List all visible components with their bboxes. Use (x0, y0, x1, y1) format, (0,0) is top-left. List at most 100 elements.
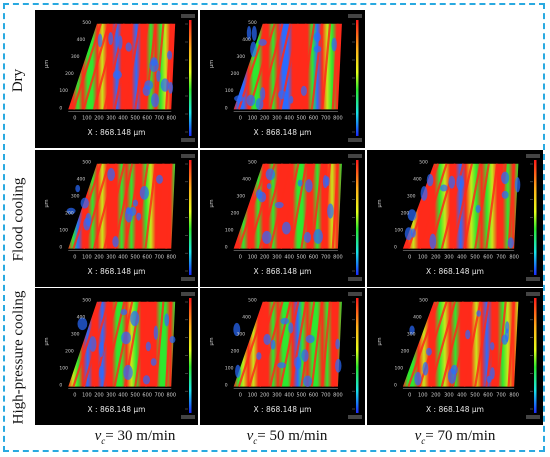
surface-valley (66, 207, 76, 215)
figure-frame (3, 3, 545, 452)
surface-valley (270, 339, 276, 350)
x-tick-label: 300 (272, 393, 282, 399)
surface-valley (156, 174, 164, 184)
x-tick-label: 300 (106, 115, 116, 121)
surface-valley (301, 349, 309, 362)
y-tick-label: 400 (77, 177, 86, 183)
x-tick-label: 100 (418, 255, 428, 261)
x-axis-caption: X : 868.148 µm (88, 267, 146, 276)
surface-ridge (300, 163, 316, 249)
color-scale-bar (189, 160, 192, 275)
y-tick-label: 0 (59, 245, 62, 251)
y-tick-label: 200 (231, 211, 240, 217)
surface-valley (125, 42, 132, 52)
surface-valley (313, 229, 323, 244)
x-tick-label: 800 (166, 115, 176, 121)
surface-ridge (103, 301, 126, 387)
x-tick-label: 400 (284, 393, 294, 399)
surface-panel: 0 100 200 300 400 500 600 700 800 0 100 200 300 400 50… (35, 10, 198, 148)
color-scale-max-box (181, 292, 195, 296)
surface-valley (294, 356, 302, 370)
color-scale-min-box (348, 277, 362, 281)
surface-ridge (474, 301, 490, 387)
color-scale-min-box (181, 415, 195, 419)
surface-ridge (237, 23, 268, 110)
x-tick-label: 200 (431, 393, 441, 399)
surface-valley (77, 317, 88, 331)
x-tick-label: 400 (457, 255, 467, 261)
x-tick-label: 300 (444, 393, 454, 399)
surface-valley (297, 179, 303, 187)
y-axis-unit: µm (44, 199, 50, 207)
color-scale-max-box (348, 292, 362, 296)
x-tick-label: 700 (496, 393, 506, 399)
y-tick-label: 0 (394, 245, 397, 251)
surface-valley (289, 95, 294, 104)
x-tick-label: 500 (130, 255, 140, 261)
surface-valley (265, 168, 276, 181)
x-axis-caption: X : 868.148 µm (88, 405, 146, 414)
x-tick-label: 400 (118, 393, 128, 399)
surface-valley (429, 233, 437, 250)
y-tick-label: 500 (82, 20, 91, 26)
surface-valley (277, 362, 287, 369)
cutting-speed-value: = 50 m/min (257, 428, 328, 444)
x-tick-label: 0 (239, 393, 242, 399)
surface-valley (514, 177, 521, 193)
surface-valley (83, 217, 91, 231)
surface-ridge (134, 163, 149, 249)
surface-valley (501, 190, 509, 199)
surface-valley (260, 87, 266, 101)
x-tick-label: 500 (470, 255, 480, 261)
x-tick-label: 800 (509, 393, 519, 399)
surface-valley (274, 201, 284, 209)
color-scale-bar (534, 298, 537, 413)
y-axis-unit: µm (377, 337, 383, 345)
x-tick-label: 600 (309, 255, 319, 261)
y-tick-label: 400 (242, 177, 251, 183)
color-scale-bar (189, 20, 192, 136)
color-scale-min-box (181, 277, 195, 281)
cutting-speed-symbol: v (246, 428, 254, 444)
surface-valley (145, 341, 151, 352)
surface-valley (112, 236, 119, 248)
x-tick-label: 500 (130, 393, 140, 399)
surface-ridge (440, 301, 465, 387)
color-scale-bar (534, 160, 537, 275)
y-tick-label: 100 (225, 366, 234, 372)
surface-ridge (113, 23, 134, 110)
x-tick-label: 300 (272, 255, 282, 261)
surface-valley (160, 78, 170, 92)
x-tick-label: 600 (142, 255, 152, 261)
surface-ridge (300, 301, 316, 387)
x-tick-label: 600 (309, 393, 319, 399)
surface-ridge (310, 301, 324, 387)
color-scale-bar (189, 298, 192, 413)
surface-valley (164, 313, 170, 327)
surface-panel: 0 100 200 300 400 500 600 700 800 0 100 200 300 400 50… (367, 150, 543, 287)
color-scale-min-box (526, 415, 540, 419)
surface-valley (440, 184, 448, 192)
surface-valley (407, 209, 417, 221)
surface-panel: 0 100 200 300 400 500 600 700 800 0 100 200 300 400 50… (200, 150, 365, 287)
y-tick-label: 200 (65, 71, 74, 77)
surface-valley (300, 85, 307, 97)
surface-valley (426, 347, 432, 356)
y-tick-label: 200 (65, 211, 74, 217)
y-axis-unit: µm (44, 337, 50, 345)
surface-valley (313, 45, 322, 53)
surface-valley (410, 228, 416, 238)
x-tick-label: 100 (248, 255, 258, 261)
x-axis-caption: X : 868.148 µm (88, 128, 146, 137)
column-label-50: vc= 50 m/min (222, 428, 352, 446)
surface-plot: 0 100 200 300 400 500 600 700 800010020030040050… (377, 154, 540, 281)
surface-valley (167, 50, 173, 60)
surface-valley (422, 362, 429, 376)
surface-valley (150, 358, 157, 366)
y-tick-label: 300 (71, 332, 80, 338)
x-tick-label: 600 (309, 115, 319, 121)
x-tick-label: 800 (166, 393, 176, 399)
y-tick-label: 0 (225, 245, 228, 251)
surface-plot: 0 100 200 300 400 500 600 700 800010020030040050… (377, 292, 540, 419)
surface-valley (303, 231, 312, 243)
